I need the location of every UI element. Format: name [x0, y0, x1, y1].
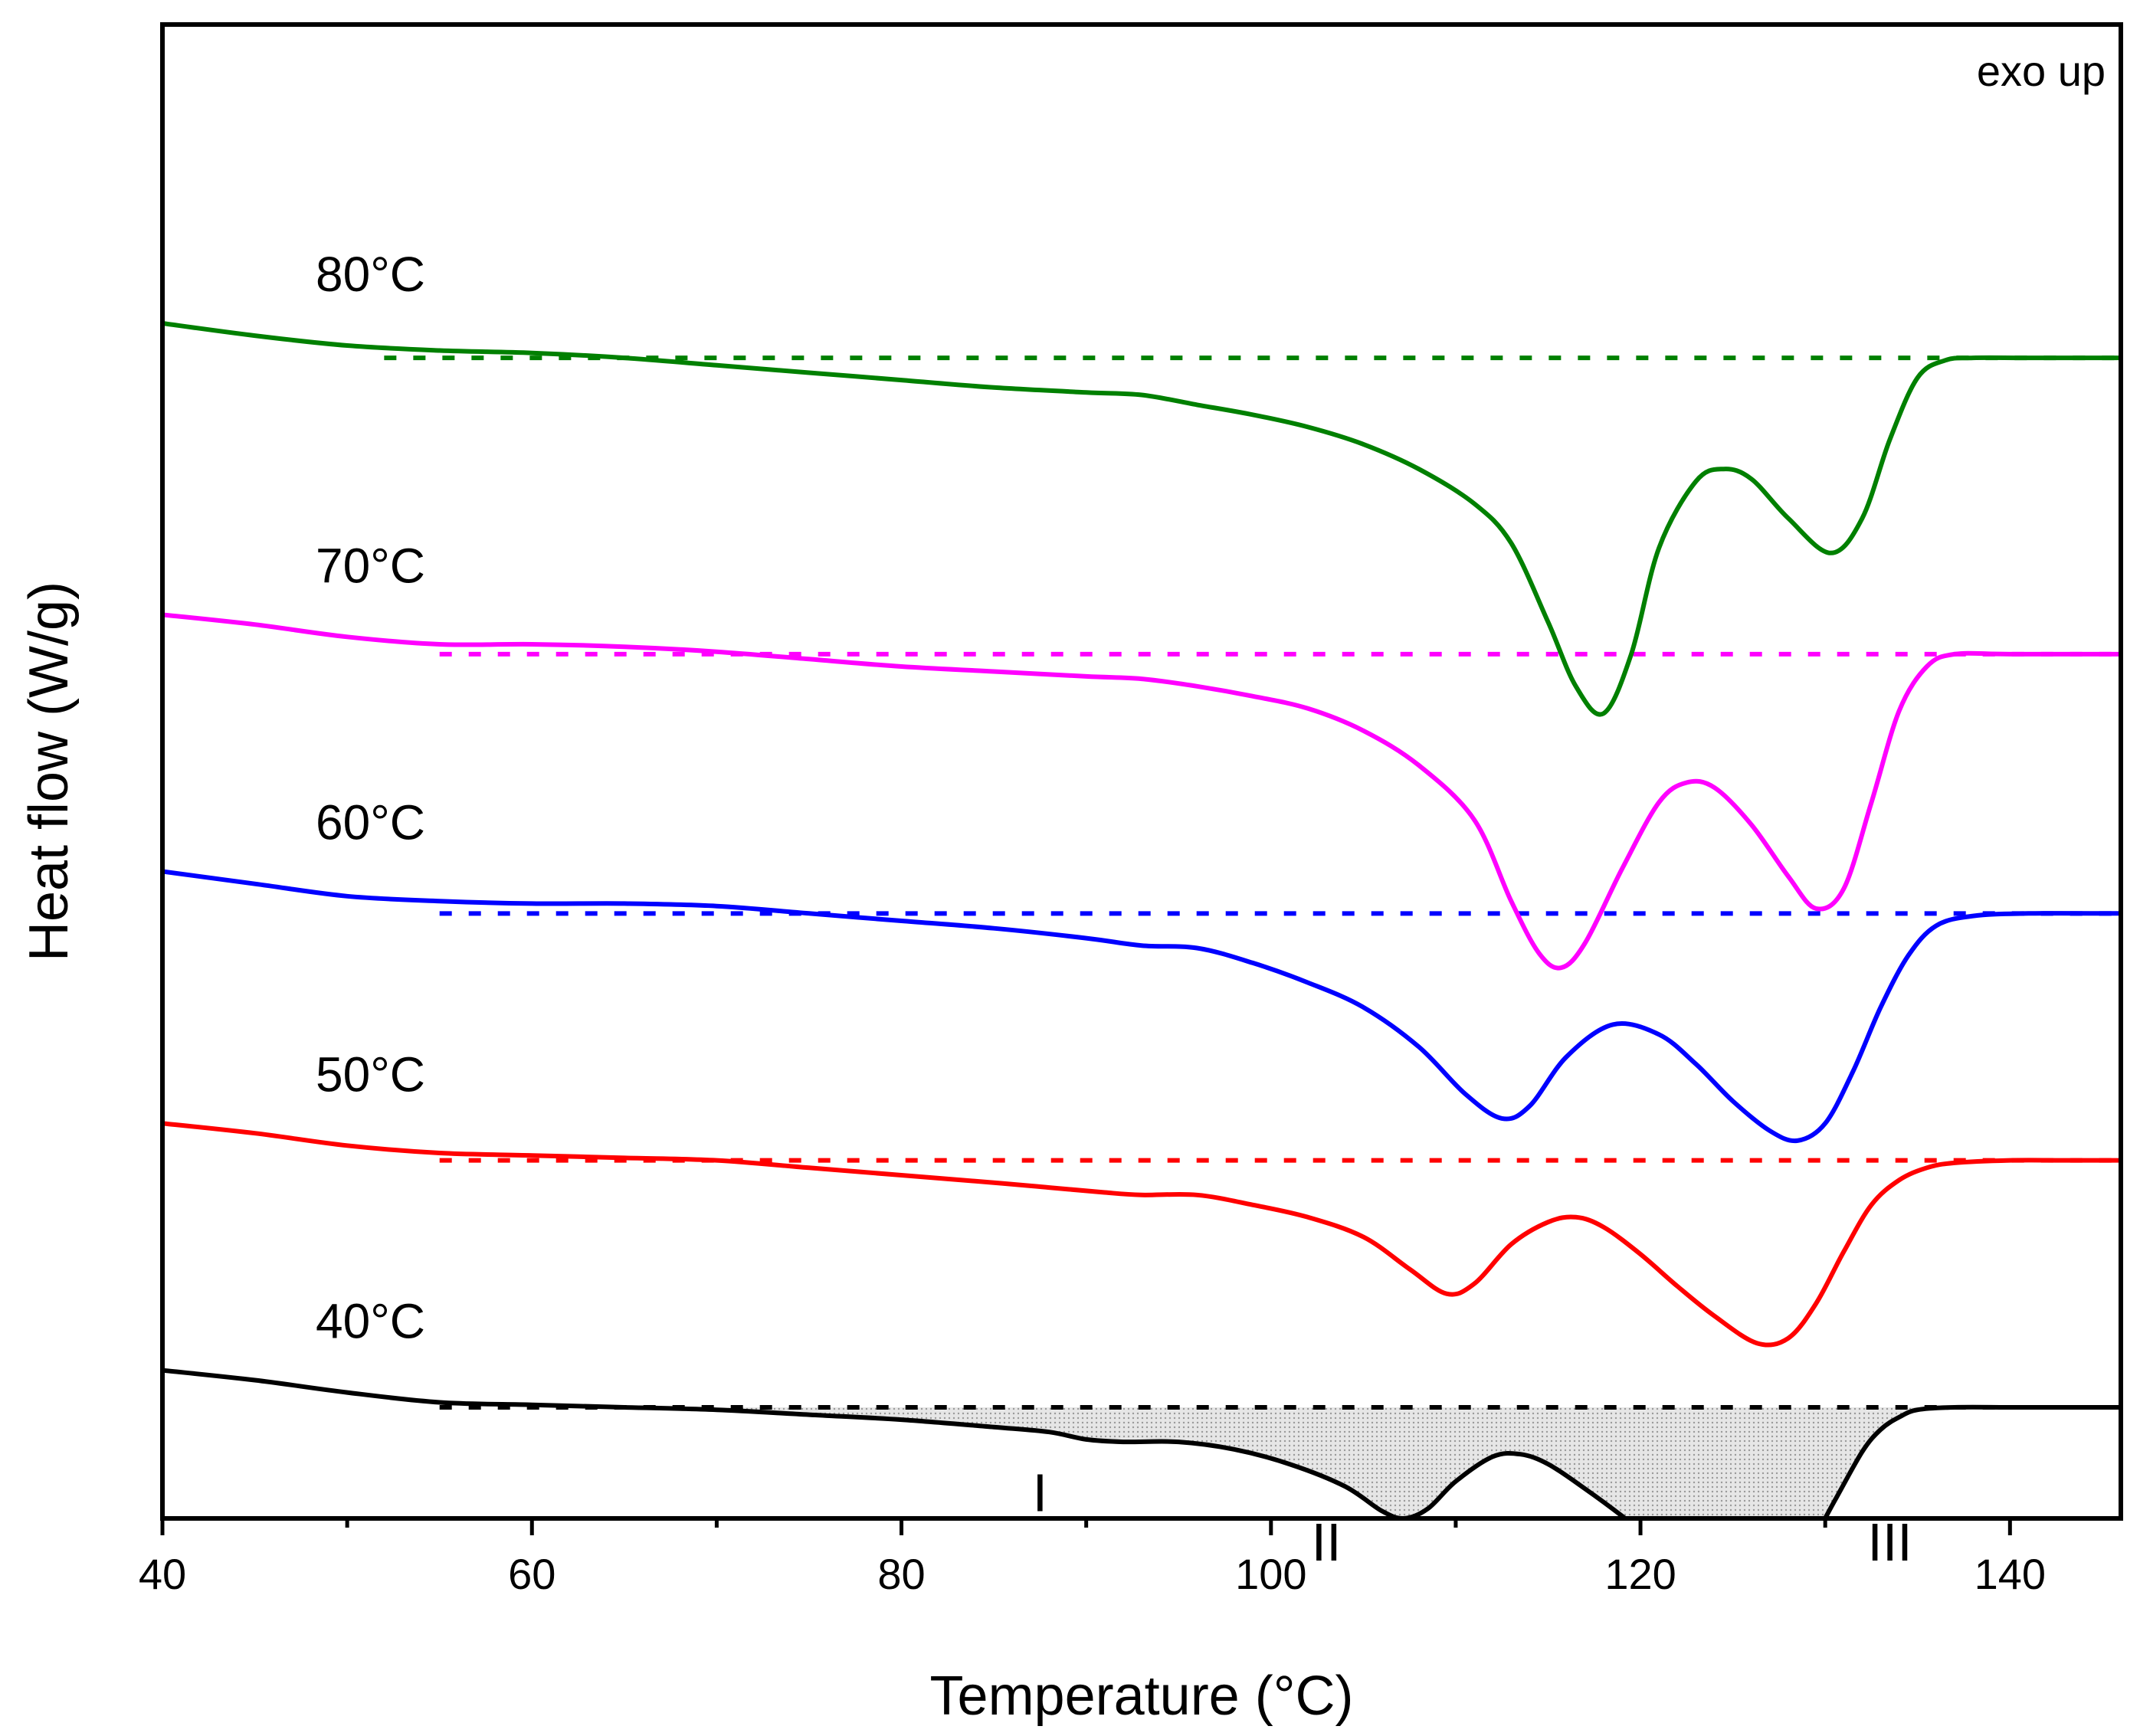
- y-axis-title: Heat flow (W/g): [18, 581, 80, 961]
- series-line-50c: [162, 1121, 2121, 1348]
- x-tick-label: 100: [1235, 1550, 1306, 1598]
- series-label-layer: 40°C 50°C 60°C 70°C 80°C: [316, 247, 425, 1349]
- region-label-1: I: [1033, 1462, 1047, 1522]
- series-line-60c: [162, 869, 2121, 1144]
- series-label-60c: 60°C: [316, 795, 425, 850]
- x-tick-label: 60: [508, 1550, 555, 1598]
- x-tick-label: 40: [139, 1550, 186, 1598]
- plot-area: 40°C50°C60°C70°C80°C III III: [160, 22, 2123, 1572]
- x-tick-label: 140: [1975, 1550, 2046, 1598]
- series-label-40c: 40°C: [316, 1294, 425, 1349]
- x-axis-title: Temperature (°C): [930, 1666, 1354, 1727]
- series-label-80c: 80°C: [316, 247, 425, 302]
- x-tick-label: 80: [877, 1550, 925, 1598]
- x-tick-label: 120: [1604, 1550, 1676, 1598]
- series-layer: [162, 321, 2121, 1518]
- series-line-80c: [162, 321, 2121, 717]
- series-line-70c: [162, 612, 2121, 971]
- plot-frame: [160, 22, 2123, 1521]
- region-label-3: III: [1867, 1512, 1912, 1572]
- shaded-area-40c: [680, 1407, 1918, 1518]
- series-label-50c: 50°C: [316, 1047, 425, 1102]
- region-label-2: II: [1312, 1512, 1342, 1572]
- shading-layer: [680, 1407, 1918, 1518]
- baseline-layer: [384, 355, 2121, 1410]
- series-line-40c: [162, 1368, 2121, 1518]
- series-label-70c: 70°C: [316, 538, 425, 593]
- exo-up-annotation: exo up: [1977, 47, 2106, 95]
- x-axis-ticks: 40 60 80 100 120 140: [139, 1518, 2046, 1598]
- region-label-layer: III III: [1033, 1462, 1912, 1571]
